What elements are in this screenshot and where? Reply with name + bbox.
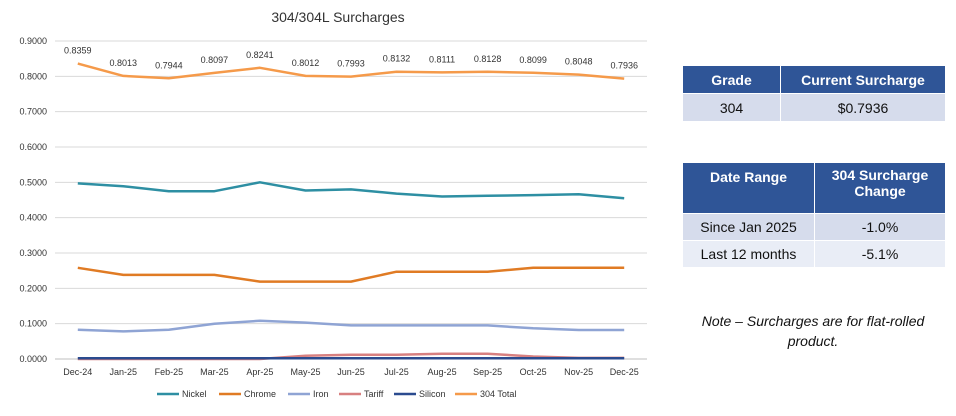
data-label: 0.7944: [155, 60, 183, 70]
y-tick-label: 0.1000: [19, 319, 47, 329]
legend-label-304-total: 304 Total: [480, 389, 516, 399]
data-label: 0.8012: [292, 58, 320, 68]
series-line-nickel: [77, 181, 625, 200]
data-label: 0.8359: [64, 46, 92, 56]
legend: Nickel Chrome Iron Tariff Silicon 304 Total: [157, 389, 516, 399]
data-label: 0.7936: [610, 61, 638, 71]
date-range-last-12: Last 12 months: [682, 240, 815, 268]
legend-label-chrome: Chrome: [244, 389, 276, 399]
legend-label-silicon: Silicon: [419, 389, 446, 399]
data-label: 0.8132: [383, 54, 411, 64]
surcharge-change-table: Date Range 304 Surcharge Change Since Ja…: [682, 162, 946, 268]
date-range-since-jan: Since Jan 2025: [682, 213, 815, 241]
legend-label-iron: Iron: [313, 389, 329, 399]
gridlines: [55, 40, 647, 360]
y-tick-label: 0.0000: [19, 354, 47, 364]
data-label: 0.8013: [110, 58, 138, 68]
data-label: 0.8097: [201, 55, 229, 65]
y-tick-label: 0.6000: [19, 142, 47, 152]
y-axis: 0.0000 0.1000 0.2000 0.3000 0.4000 0.5000 0.60…: [19, 36, 47, 364]
data-label: 0.8128: [474, 54, 502, 64]
grade-value: 304: [682, 93, 781, 122]
data-label: 0.8048: [565, 57, 593, 67]
grade-header: Grade: [682, 65, 781, 94]
surcharge-change-header: 304 Surcharge Change: [814, 162, 946, 214]
x-axis: Dec-24 Jan-25 Feb-25 Mar-25 Apr-25 May-25 Jun-…: [63, 367, 638, 377]
x-tick-label: Dec-25: [610, 367, 639, 377]
chart-title: 304/304L Surcharges: [271, 9, 404, 25]
current-surcharge-header: Current Surcharge: [780, 65, 946, 94]
x-tick-label: Jan-25: [110, 367, 138, 377]
data-label: 0.7993: [337, 59, 365, 69]
legend-label-tariff: Tariff: [364, 389, 384, 399]
x-tick-label: Jul-25: [384, 367, 409, 377]
date-range-header: Date Range: [682, 162, 815, 214]
change-since-jan: -1.0%: [814, 213, 946, 241]
y-tick-label: 0.3000: [19, 248, 47, 258]
surcharge-line-chart: 304/304L Surcharges 0.00000.10000.20000.…: [19, 9, 647, 399]
x-tick-label: May-25: [290, 367, 320, 377]
y-tick-label: 0.2000: [19, 283, 47, 293]
x-tick-label: Jun-25: [337, 367, 365, 377]
series-lines: [77, 62, 625, 361]
data-labels: 0.8359 0.8013 0.7944 0.8097 0.8241 0.8012 0.79…: [64, 46, 638, 71]
change-last-12: -5.1%: [814, 240, 946, 268]
x-tick-label: Mar-25: [200, 367, 229, 377]
x-tick-label: Sep-25: [473, 367, 502, 377]
data-label: 0.8241: [246, 50, 274, 60]
y-tick-label: 0.8000: [19, 71, 47, 81]
grade-table: Grade Current Surcharge 304 $0.7936: [682, 65, 946, 122]
x-tick-label: Aug-25: [428, 367, 457, 377]
data-label: 0.8111: [429, 54, 455, 64]
current-surcharge-value: $0.7936: [780, 93, 946, 122]
x-tick-label: Oct-25: [520, 367, 547, 377]
series-line-iron: [77, 319, 625, 333]
y-tick-label: 0.5000: [19, 177, 47, 187]
surcharge-note: Note – Surcharges are for flat-rolled pr…: [701, 313, 925, 349]
y-tick-label: 0.7000: [19, 107, 47, 117]
x-tick-label: Dec-24: [63, 367, 92, 377]
series-line-chrome: [77, 266, 625, 283]
x-tick-label: Feb-25: [155, 367, 184, 377]
x-tick-label: Apr-25: [246, 367, 273, 377]
legend-label-nickel: Nickel: [182, 389, 207, 399]
data-label: 0.8099: [519, 55, 547, 65]
y-tick-label: 0.4000: [19, 213, 47, 223]
y-tick-label: 0.9000: [19, 36, 47, 46]
x-tick-label: Nov-25: [564, 367, 593, 377]
series-line-304-total: [77, 62, 625, 80]
